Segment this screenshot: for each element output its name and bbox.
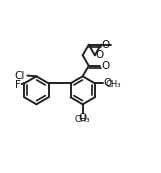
Text: O: O	[96, 50, 104, 60]
Text: O: O	[79, 113, 87, 123]
Text: O: O	[101, 61, 109, 71]
Text: CH₃: CH₃	[75, 115, 90, 124]
Text: F: F	[15, 80, 20, 90]
Text: CH₃: CH₃	[106, 80, 121, 89]
Text: Cl: Cl	[15, 71, 25, 81]
Text: O: O	[101, 40, 109, 50]
Text: O: O	[104, 78, 112, 88]
